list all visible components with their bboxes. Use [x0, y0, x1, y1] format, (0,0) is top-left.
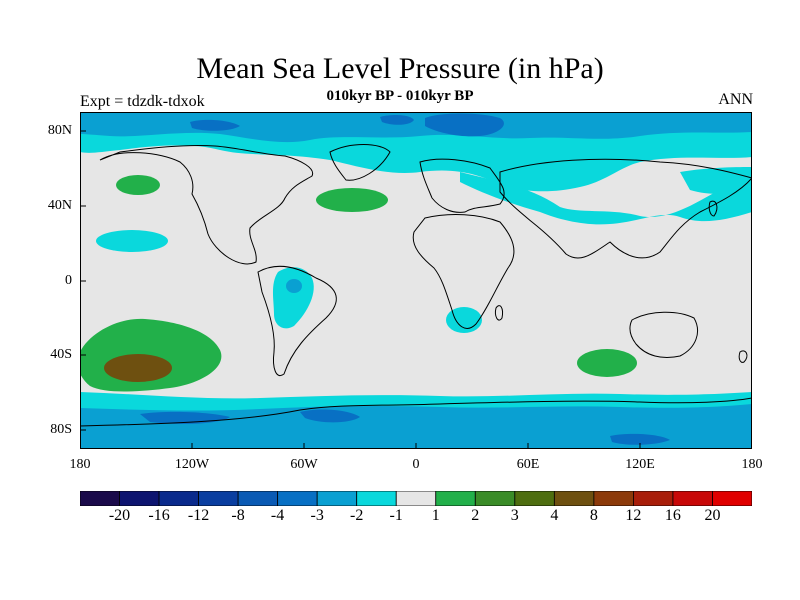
arctic-minus2-region [80, 112, 752, 143]
north-america-coast [99, 144, 314, 265]
colorbar-swatch [553, 491, 595, 506]
lon-label-180-left: 180 [69, 457, 91, 472]
colorbar-swatch [633, 491, 674, 506]
colorbar-label: 16 [664, 507, 681, 524]
colorbar-label: -1 [389, 507, 403, 524]
antarctic-minus3-patch [610, 433, 670, 445]
antarctica-coast [80, 397, 752, 427]
antarctic-minus3-patch [300, 409, 360, 423]
plot-title: Mean Sea Level Pressure (in hPa) [196, 52, 604, 85]
colorbar-swatch [672, 491, 713, 506]
arctic-minus3-patch [425, 113, 504, 137]
new-zealand-coast [738, 350, 748, 363]
colorbar-swatch [593, 491, 634, 506]
coastlines [80, 144, 752, 427]
colorbar-label: -20 [108, 507, 131, 524]
south-pacific-plus4-core [104, 354, 172, 382]
colorbar-swatch [712, 491, 752, 506]
south-africa-minus1-blob [446, 307, 482, 333]
greenland-coast [329, 144, 391, 181]
colorbar-label: 2 [471, 507, 480, 524]
lon-label-60e: 60E [516, 457, 540, 472]
colorbar-swatch [316, 491, 358, 506]
asia-coast [499, 158, 752, 259]
colorbar [80, 491, 752, 506]
south-america-coast [257, 265, 337, 376]
north-pacific-plus2-blob [116, 175, 160, 195]
colorbar-swatch [395, 491, 437, 506]
plot-subtitle: 010kyr BP - 010kyr BP [326, 88, 474, 104]
colorbar-swatch [435, 491, 476, 506]
colorbar-swatch [356, 491, 397, 506]
lon-label-180-right: 180 [741, 457, 763, 472]
lat-label-40n: 40N [47, 198, 72, 213]
colorbar-label: 20 [704, 507, 721, 524]
colorbar-label: -8 [231, 507, 245, 524]
japan-coast [708, 200, 718, 217]
south-america-minus1-region [273, 267, 314, 329]
colorbar-swatch [237, 491, 279, 506]
colorbar-swatch [514, 491, 555, 506]
arctic-minus3-patch [380, 115, 414, 125]
season-label: ANN [718, 91, 753, 108]
colorbar-label: 4 [550, 507, 559, 524]
arctic-minus3-patch [190, 119, 240, 131]
lon-label-120e: 120E [625, 457, 655, 472]
lat-label-80n: 80N [47, 123, 72, 138]
madagascar-coast [495, 305, 503, 321]
pressure-anomaly-map [80, 112, 752, 449]
east-pacific-minus1-blob [96, 230, 168, 252]
pacific-north-minus1-region [680, 167, 752, 194]
colorbar-label: -4 [270, 507, 285, 524]
colorbar-label: -16 [148, 507, 170, 524]
experiment-label: Expt = tdzdk-tdxok [80, 93, 205, 110]
colorbar-label: 1 [431, 507, 440, 524]
colorbar-swatch [198, 491, 239, 506]
colorbar-label: -2 [350, 507, 364, 524]
lon-label-120w: 120W [174, 457, 210, 472]
colorbar-label: 8 [589, 507, 598, 524]
lon-label-60w: 60W [290, 457, 318, 472]
lat-label-80s: 80S [50, 422, 72, 437]
eurasia-minus1-region [460, 170, 752, 225]
colorbar-swatch [158, 491, 199, 506]
colorbar-swatch [80, 491, 120, 506]
colorbar-label: -3 [310, 507, 324, 524]
colorbar-swatch [119, 491, 160, 506]
europe-coast [419, 158, 505, 213]
colorbar-label: 12 [625, 507, 642, 524]
colorbar-swatch [474, 491, 516, 506]
lat-label-40s: 40S [50, 347, 72, 362]
axis-ticks [80, 130, 641, 449]
colorbar-label: 3 [510, 507, 519, 524]
colorbar-label: -12 [187, 507, 210, 524]
south-america-minus2-patch [286, 279, 302, 293]
colorbar-swatch [277, 491, 318, 506]
lon-label-0: 0 [412, 457, 420, 472]
africa-coast [412, 214, 515, 329]
north-atlantic-plus2-blob [316, 188, 388, 212]
australia-coast [629, 311, 698, 358]
lat-label-equator: 0 [65, 273, 72, 288]
indian-ocean-plus2-blob [577, 349, 637, 377]
southern-ocean-minus2-band [80, 404, 752, 449]
